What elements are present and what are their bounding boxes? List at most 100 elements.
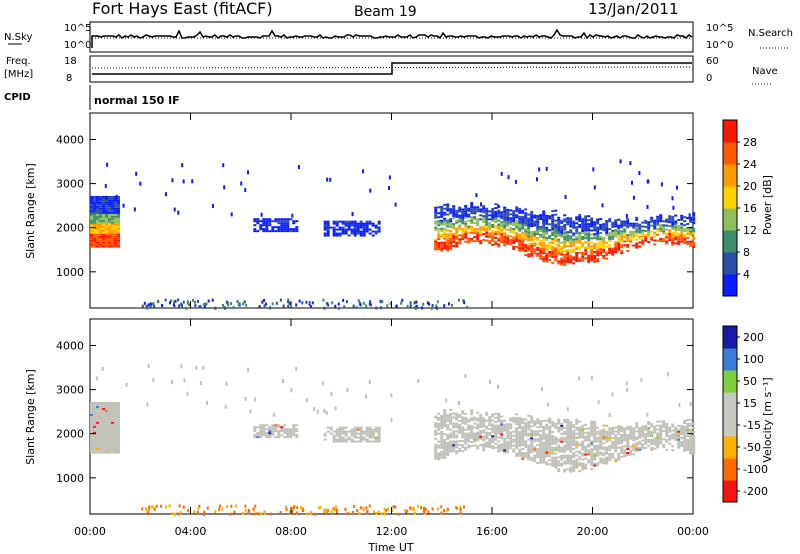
- echo-cell: [686, 435, 690, 438]
- echo-cell: [545, 453, 549, 456]
- echo-cell: [596, 218, 600, 221]
- echo-cell: [551, 438, 555, 441]
- echo-cell: [557, 462, 561, 465]
- echo-cell: [96, 197, 99, 200]
- echo-cell: [289, 218, 293, 221]
- echo-cell: [533, 432, 537, 435]
- echo-cell: [557, 464, 561, 467]
- echo-cell: [111, 445, 114, 448]
- echo-cell: [626, 236, 630, 239]
- echo-cell: [461, 436, 465, 439]
- echo-cell: [536, 236, 540, 239]
- echo-cell: [497, 229, 501, 232]
- echo-cell: [587, 227, 591, 230]
- echo-cell: [379, 299, 382, 303]
- echo-cell: [114, 241, 117, 244]
- echo-cell: [428, 302, 431, 306]
- echo-cell: [557, 220, 561, 223]
- echo-cell: [102, 227, 105, 230]
- echo-cell: [611, 442, 615, 445]
- echo-cell: [93, 195, 96, 198]
- echo-cell: [380, 306, 383, 310]
- echo-cell: [488, 418, 492, 421]
- echo-cell: [578, 259, 582, 262]
- echo-cell: [587, 242, 591, 245]
- echo-cell: [350, 440, 354, 443]
- echo-cell: [461, 228, 465, 231]
- echo-cell: [506, 443, 510, 446]
- echo-cell: [581, 464, 585, 467]
- echo-cell: [117, 213, 120, 216]
- echo-cell: [629, 224, 633, 227]
- echo-cell: [323, 228, 327, 231]
- echo-cell: [404, 508, 407, 512]
- echo-cell: [566, 456, 570, 459]
- echo-cell: [358, 511, 361, 515]
- echo-cell: [335, 232, 339, 235]
- echo-cell: [678, 403, 681, 408]
- echo-cell: [587, 246, 591, 249]
- echo-cell: [521, 219, 525, 222]
- echo-cell: [536, 434, 540, 437]
- echo-cell: [638, 442, 642, 445]
- echo-cell: [692, 228, 696, 231]
- echo-cell: [102, 245, 105, 248]
- echo-cell: [635, 216, 639, 219]
- echo-cell: [515, 413, 519, 416]
- echo-cell: [566, 245, 570, 248]
- echo-cell: [371, 440, 375, 443]
- echo-cell: [114, 221, 117, 224]
- echo-cell: [560, 261, 564, 264]
- echo-cell: [452, 412, 456, 415]
- echo-cell: [344, 232, 348, 235]
- echo-cell: [509, 217, 513, 220]
- echo-cell: [659, 220, 663, 223]
- echo-cell: [665, 438, 669, 441]
- echo-cell: [470, 231, 474, 234]
- echo-cell: [431, 507, 434, 511]
- echo-cell: [434, 222, 438, 225]
- echo-cell: [247, 367, 250, 372]
- echo-cell: [301, 509, 304, 513]
- echo-cell: [114, 215, 117, 218]
- echo-cell: [617, 432, 621, 435]
- echo-cell: [473, 444, 477, 447]
- echo-cell: [105, 235, 108, 238]
- echo-cell: [485, 433, 489, 436]
- echo-cell: [458, 216, 462, 219]
- echo-cell: [446, 221, 450, 224]
- echo-cell: [446, 235, 450, 238]
- echo-cell: [563, 226, 567, 229]
- echo-cell: [265, 432, 269, 435]
- ytick-label: 2000: [56, 222, 84, 235]
- echo-cell: [95, 376, 98, 381]
- echo-cell: [96, 221, 99, 224]
- echo-cell: [146, 402, 149, 407]
- echo-cell: [102, 205, 105, 208]
- colorbar-segment: [723, 458, 737, 481]
- echo-cell: [338, 434, 342, 437]
- echo-cell: [569, 432, 573, 435]
- echo-cell: [557, 232, 561, 235]
- echo-cell: [587, 233, 591, 236]
- echo-cell: [445, 398, 448, 403]
- echo-cell: [455, 424, 459, 427]
- echo-cell: [386, 507, 389, 511]
- echo-cell: [524, 214, 528, 217]
- echo-cell: [587, 453, 591, 456]
- echo-cell: [242, 511, 245, 515]
- echo-cell: [545, 441, 549, 444]
- echo-cell: [494, 203, 498, 206]
- echo-cell: [536, 232, 540, 235]
- echo-cell: [530, 441, 534, 444]
- echo-cell: [506, 441, 510, 444]
- echo-cell: [503, 240, 507, 243]
- echo-cell: [371, 436, 375, 439]
- echo-cell: [689, 446, 693, 449]
- echo-cell: [476, 439, 480, 442]
- echo-cell: [599, 439, 603, 442]
- echo-cell: [96, 229, 99, 232]
- echo-cell: [581, 462, 585, 465]
- echo-cell: [581, 446, 585, 449]
- echo-cell: [578, 428, 582, 431]
